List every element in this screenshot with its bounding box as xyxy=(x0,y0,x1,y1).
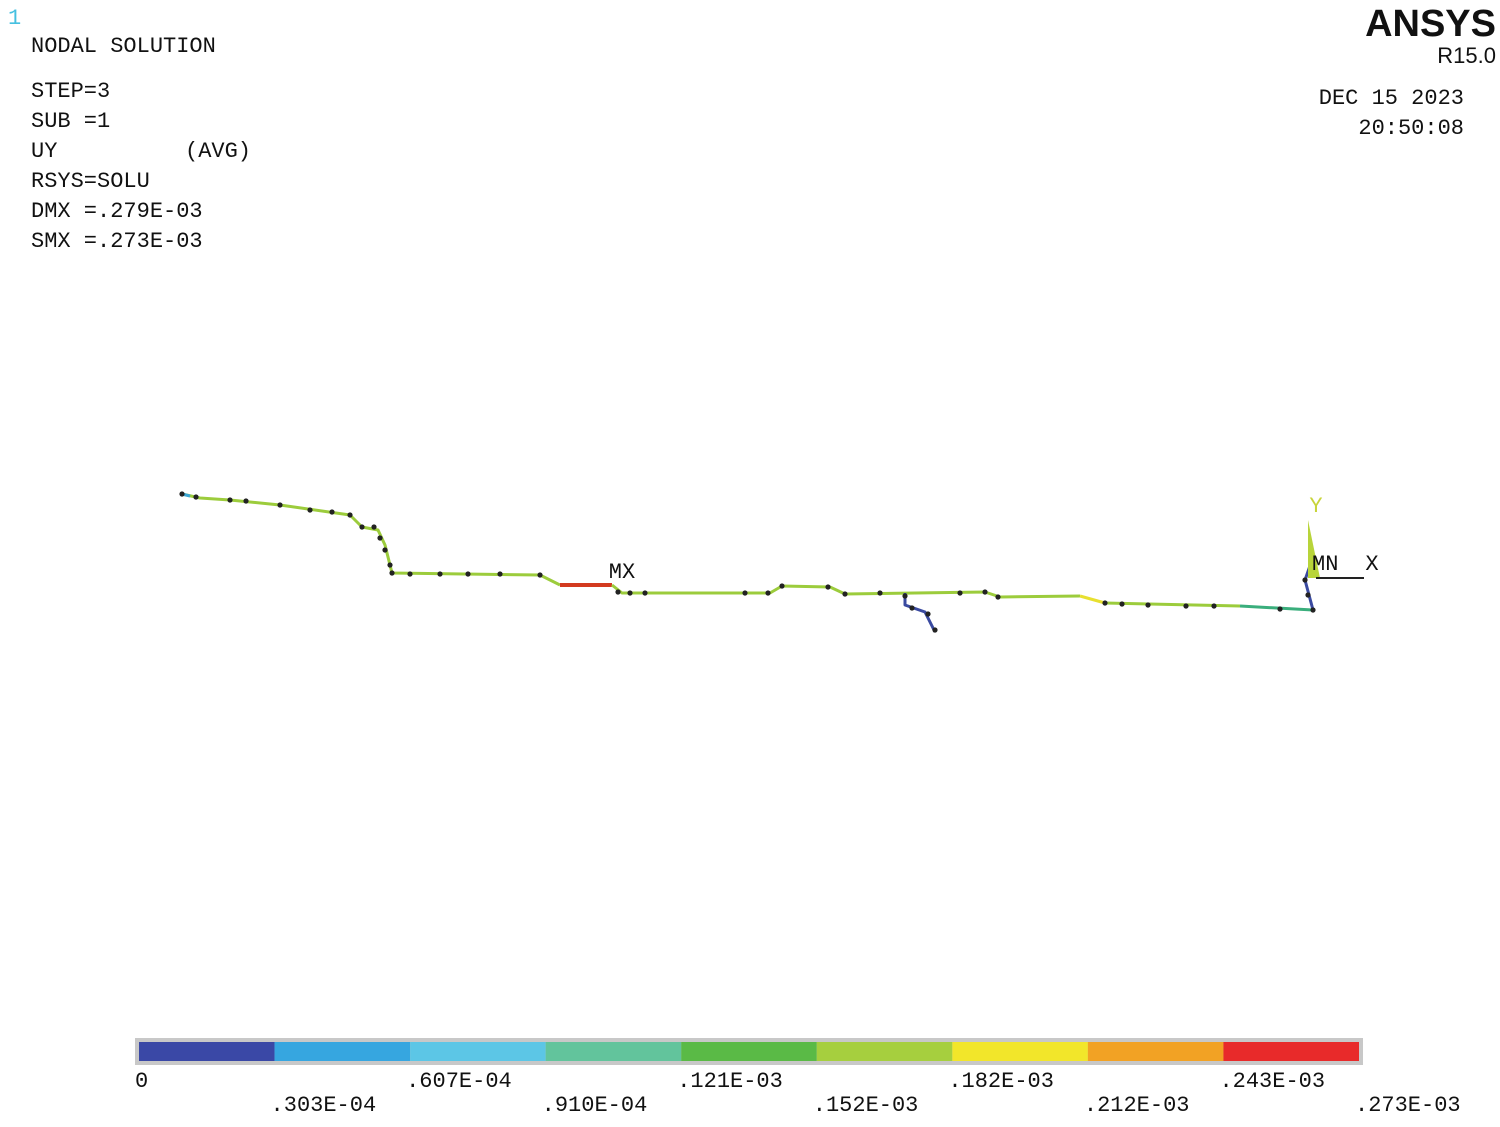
node xyxy=(179,491,185,497)
min-label: MN xyxy=(1312,552,1338,577)
legend-label: 0 xyxy=(135,1069,148,1094)
node xyxy=(995,594,1001,600)
legend-label: .303E-04 xyxy=(271,1093,377,1118)
legend-swatch xyxy=(545,1042,682,1061)
node xyxy=(932,627,938,633)
pipe-branch xyxy=(903,593,937,633)
legend-swatch xyxy=(274,1042,411,1061)
time: 20:50:08 xyxy=(1358,116,1464,141)
legend-label: .152E-03 xyxy=(813,1093,919,1118)
header-line: STEP=3 xyxy=(31,79,110,104)
node xyxy=(909,605,915,611)
node xyxy=(465,571,471,577)
window-number: 1 xyxy=(8,6,21,31)
header-line: SMX =.273E-03 xyxy=(31,229,203,254)
header-line: NODAL SOLUTION xyxy=(31,34,216,59)
node xyxy=(497,571,503,577)
legend-label: .910E-04 xyxy=(542,1093,648,1118)
node xyxy=(642,590,648,596)
node xyxy=(329,509,335,515)
node xyxy=(389,570,395,576)
avg-label: (AVG) xyxy=(185,139,251,164)
axis-x-label: X xyxy=(1365,552,1378,577)
legend-swatch xyxy=(952,1042,1088,1061)
header-line: RSYS=SOLU xyxy=(31,169,150,194)
node xyxy=(842,591,848,597)
node xyxy=(1310,607,1316,613)
node xyxy=(925,611,931,617)
node xyxy=(243,498,249,504)
node xyxy=(227,497,233,503)
legend-swatch xyxy=(139,1042,275,1061)
legend-swatch xyxy=(681,1042,817,1061)
node xyxy=(407,571,413,577)
node xyxy=(982,589,988,595)
node xyxy=(371,524,377,530)
node xyxy=(193,494,199,500)
node xyxy=(615,589,621,595)
node xyxy=(387,562,393,568)
node xyxy=(765,590,771,596)
node xyxy=(377,535,383,541)
legend-label: .243E-03 xyxy=(1219,1069,1325,1094)
node xyxy=(347,512,353,518)
node xyxy=(1102,600,1108,606)
node xyxy=(957,590,963,596)
node xyxy=(742,590,748,596)
node xyxy=(1119,601,1125,607)
node xyxy=(825,584,831,590)
legend-swatch xyxy=(816,1042,953,1061)
node xyxy=(877,590,883,596)
legend-label: .212E-03 xyxy=(1084,1093,1190,1118)
axis-y-label: Y xyxy=(1309,494,1322,519)
legend: 0 .303E-04 .607E-04 .910E-04 .121E-03 .152E-0… xyxy=(135,1042,1461,1118)
node xyxy=(1211,603,1217,609)
legend-swatch xyxy=(410,1042,546,1061)
node xyxy=(902,593,908,599)
pipe-segment xyxy=(1239,604,1314,612)
header-line: SUB =1 xyxy=(31,109,110,134)
brand-version: R15.0 xyxy=(1437,43,1496,68)
max-label: MX xyxy=(609,560,635,585)
node xyxy=(1183,603,1189,609)
node xyxy=(277,502,283,508)
node xyxy=(1277,606,1283,612)
header-line: UY xyxy=(31,139,57,164)
header-line: DMX =.279E-03 xyxy=(31,199,203,224)
legend-label: .273E-03 xyxy=(1355,1093,1461,1118)
legend-label: .121E-03 xyxy=(677,1069,783,1094)
legend-label: .182E-03 xyxy=(948,1069,1054,1094)
pipe-segment xyxy=(1104,601,1241,608)
legend-swatch xyxy=(1087,1042,1224,1061)
node xyxy=(437,571,443,577)
node xyxy=(779,583,785,589)
node xyxy=(1145,602,1151,608)
node xyxy=(537,572,543,578)
date: DEC 15 2023 xyxy=(1319,86,1464,111)
brand-name: ANSYS xyxy=(1365,3,1496,45)
node xyxy=(307,507,313,513)
axis-triad-y xyxy=(1308,520,1320,578)
node xyxy=(627,590,633,596)
pipe-segment xyxy=(1079,594,1106,605)
legend-label: .607E-04 xyxy=(406,1069,512,1094)
legend-swatch xyxy=(1223,1042,1359,1061)
header: NODAL SOLUTION STEP=3 SUB =1 UY RSYS=SOLU DMX… xyxy=(31,34,216,254)
node xyxy=(1305,592,1311,598)
node xyxy=(382,547,388,553)
node xyxy=(359,524,365,530)
node xyxy=(1302,577,1308,583)
nodes xyxy=(179,491,1316,633)
